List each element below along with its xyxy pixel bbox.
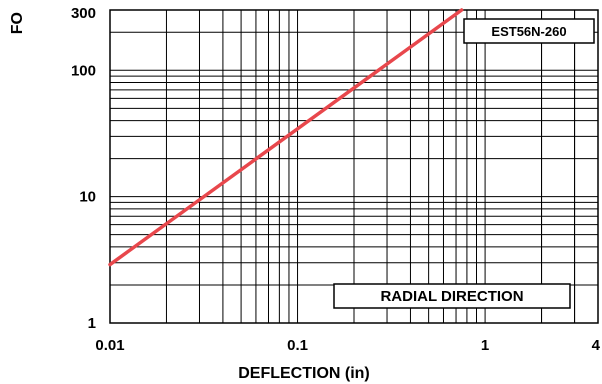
x-axis-title: DEFLECTION (in) [238,365,370,382]
grid-horizontal-lines [110,31,598,286]
y-tick-label: 100 [71,62,96,79]
x-tick-label: 4 [592,337,601,354]
y-tick-labels: 1 10 100 300 [71,5,96,332]
annotation-label: RADIAL DIRECTION [380,288,523,305]
legend-box [463,18,595,44]
legend-label: EST56N-260 [491,24,566,39]
x-tick-label: 0.1 [287,337,308,354]
annotation-box [333,283,571,309]
y-tick-label: 300 [71,5,96,22]
series-line [108,8,464,267]
x-tick-labels: 0.01 0.1 1 4 [95,337,600,354]
x-tick-label: 0.01 [95,337,124,354]
grid-vertical-lines [165,10,576,323]
series-layer [108,8,464,267]
plot-frame [109,9,599,324]
annotation: RADIAL DIRECTION [333,283,571,309]
y-tick-label: 10 [79,189,96,206]
legend: EST56N-260 [463,18,595,44]
y-tick-label: 1 [88,315,96,332]
y-axis-title: FO [9,12,26,34]
x-tick-label: 1 [481,337,489,354]
